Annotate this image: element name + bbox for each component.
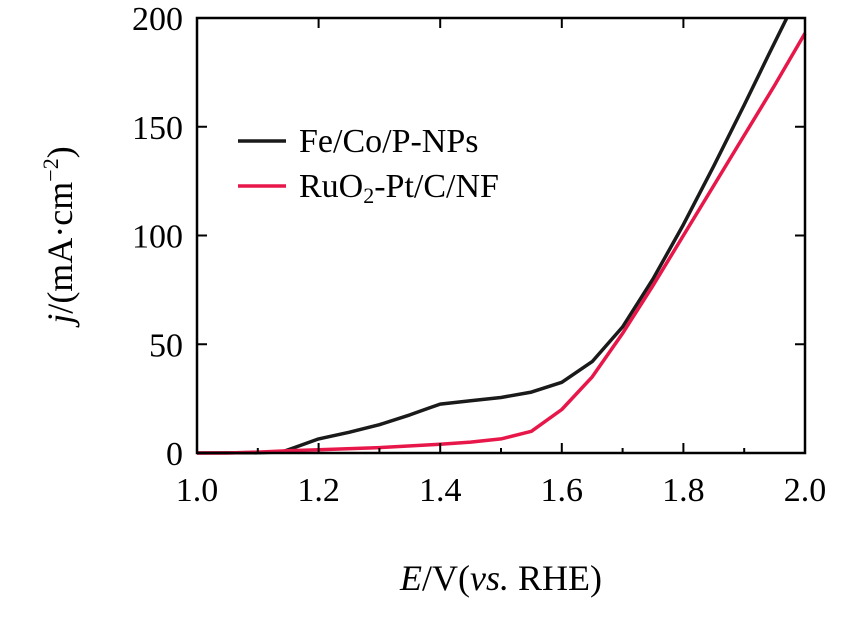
x-tick-label-2: 1.4 [419,472,462,509]
plot-frame [195,16,807,455]
x-tick-label-0: 1.0 [176,472,219,509]
legend-label-ruo2-rest: -Pt/C/NF [374,168,499,205]
y-axis-exp: −2 [38,158,63,181]
x-tick-label-3: 1.6 [541,472,584,509]
series-line-1 [197,32,807,455]
x-axis-var: E [399,558,422,598]
x-tick-label-1: 1.2 [297,472,340,509]
y-tick-label-3: 150 [132,110,183,147]
x-tick-label-5: 2.0 [784,472,827,509]
legend-label-fe-co-p: Fe/Co/P-NPs [299,123,479,160]
x-axis-ref-italic: vs. [470,558,509,598]
x-axis-label: E/V(vs. RHE) [399,558,602,598]
series-line-0 [196,17,789,455]
tick-labels: 1.0 1.2 1.4 1.6 1.8 2.0 0 50 100 150 200 [132,1,826,509]
y-axis-unit: /(mA·cm [40,182,80,314]
y-axis-label: j/(mA·cm−2) [38,146,80,327]
y-tick-label-0: 0 [166,436,183,473]
legend-label-ruo2-base: RuO [299,168,363,205]
y-axis-close: ) [40,146,80,158]
y-tick-label-4: 200 [132,1,183,38]
y-axis-var: j [40,314,80,328]
x-axis-ref: RHE) [509,558,602,598]
x-axis-unit: /V( [422,558,470,598]
x-tick-label-4: 1.8 [662,472,705,509]
legend: Fe/Co/P-NPs RuO2-Pt/C/NF [238,123,499,208]
plot-lines [196,17,807,455]
legend-label-ruo2-sub: 2 [363,183,374,208]
y-tick-label-2: 100 [132,219,183,256]
legend-label-ruo2: RuO2-Pt/C/NF [299,168,499,208]
y-tick-label-1: 50 [149,327,183,364]
axis-ticks [196,17,806,454]
